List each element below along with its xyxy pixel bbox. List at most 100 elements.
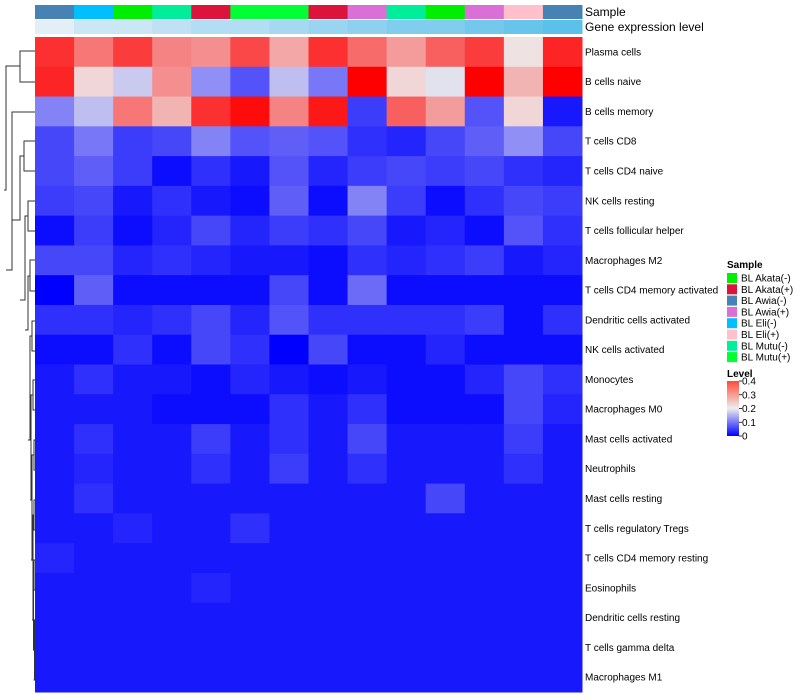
row-label: T cells CD8 <box>585 137 637 148</box>
heatmap-cell <box>464 275 505 306</box>
heatmap-cell <box>191 483 231 514</box>
heatmap-cell <box>191 245 231 276</box>
row-label: Macrophages M2 <box>585 256 663 267</box>
heatmap-cell <box>386 602 427 633</box>
heatmap-cell <box>347 543 388 574</box>
heatmap-cell <box>230 543 270 574</box>
heatmap-cell <box>74 453 114 485</box>
heatmap-cell <box>425 37 466 68</box>
heatmap-cell <box>308 572 349 604</box>
sample-legend-swatch <box>727 329 737 340</box>
heatmap-cell <box>191 543 231 574</box>
heatmap-cell <box>308 602 349 633</box>
heatmap-cell <box>386 275 427 306</box>
heatmap-cell <box>425 424 466 455</box>
heatmap-cell <box>152 424 192 455</box>
heatmap-cell <box>503 334 544 365</box>
heatmap-cell <box>308 37 349 68</box>
heatmap-cell <box>347 66 388 98</box>
heatmap-cell <box>113 215 153 246</box>
heatmap-cell <box>308 394 349 425</box>
row-label: Monocytes <box>585 375 633 386</box>
heatmap-cell <box>35 96 75 127</box>
heatmap-cell <box>308 245 349 276</box>
sample-annotation-cell <box>308 5 349 19</box>
heatmap-cell <box>425 185 466 217</box>
heatmap-cell <box>230 66 270 98</box>
heatmap-cell <box>35 483 75 514</box>
heatmap-cell <box>191 126 231 157</box>
heatmap-cell <box>269 275 309 306</box>
heatmap-cell <box>347 632 388 663</box>
heatmap-cell <box>425 394 466 425</box>
expression-annotation-cell <box>347 20 388 34</box>
heatmap-cell <box>230 483 270 514</box>
heatmap-cell <box>542 215 583 246</box>
heatmap-cell <box>35 334 75 365</box>
heatmap-cell <box>464 126 505 157</box>
heatmap-cell <box>74 66 114 98</box>
heatmap-cell <box>152 37 192 68</box>
heatmap-cell <box>464 37 505 68</box>
heatmap-cell <box>464 334 505 365</box>
level-tick-label: 0.3 <box>742 390 756 401</box>
heatmap-cell <box>269 543 309 574</box>
heatmap-cell <box>35 215 75 246</box>
heatmap-cell <box>542 37 583 68</box>
heatmap-cell <box>503 453 544 485</box>
heatmap-cell <box>542 602 583 633</box>
heatmap-cell <box>503 424 544 455</box>
heatmap-cell <box>347 394 388 425</box>
heatmap-cell <box>113 453 153 485</box>
heatmap-cell <box>113 126 153 157</box>
heatmap-cell <box>503 602 544 633</box>
heatmap-cell <box>74 632 114 663</box>
expression-annotation-cell <box>74 20 114 34</box>
row-label: Mast cells resting <box>585 494 662 505</box>
heatmap-cell <box>74 185 114 217</box>
heatmap-cell <box>74 543 114 574</box>
heatmap-cell <box>542 275 583 306</box>
heatmap-cell <box>347 37 388 68</box>
heatmap-cell <box>542 483 583 514</box>
sample-legend-label: BL Awia(-) <box>741 296 787 307</box>
sample-legend-label: BL Eli(-) <box>741 319 777 330</box>
heatmap-cell <box>230 215 270 246</box>
heatmap-cell <box>464 632 505 663</box>
heatmap-cell <box>230 245 270 276</box>
heatmap-cell <box>542 126 583 157</box>
heatmap-cell <box>542 334 583 365</box>
heatmap-cell <box>113 364 153 395</box>
heatmap-cell <box>425 513 466 544</box>
heatmap-cell <box>542 453 583 485</box>
heatmap-cell <box>74 364 114 395</box>
heatmap-cell <box>308 662 349 693</box>
heatmap-cell <box>308 185 349 217</box>
expression-annotation-cell <box>152 20 192 34</box>
heatmap-cells <box>35 37 583 693</box>
heatmap-cell <box>308 453 349 485</box>
heatmap-cell <box>74 215 114 246</box>
row-label: T cells CD4 memory activated <box>585 286 718 297</box>
heatmap-cell <box>74 304 114 336</box>
heatmap-cell <box>347 156 388 187</box>
heatmap-cell <box>425 632 466 663</box>
heatmap-cell <box>542 513 583 544</box>
heatmap-cell <box>464 156 505 187</box>
row-label: Eosinophils <box>585 583 636 594</box>
heatmap-cell <box>35 304 75 336</box>
heatmap-cell <box>35 632 75 663</box>
heatmap-cell <box>152 364 192 395</box>
heatmap-cell <box>191 602 231 633</box>
heatmap-cell <box>191 37 231 68</box>
sample-annotation-cell <box>230 5 270 19</box>
heatmap-cell <box>113 662 153 693</box>
heatmap-cell <box>347 245 388 276</box>
heatmap-cell <box>347 304 388 336</box>
heatmap-cell <box>308 483 349 514</box>
heatmap-cell <box>230 304 270 336</box>
heatmap-cell <box>191 185 231 217</box>
heatmap-cell <box>152 543 192 574</box>
expression-annotation-cell <box>503 20 544 34</box>
